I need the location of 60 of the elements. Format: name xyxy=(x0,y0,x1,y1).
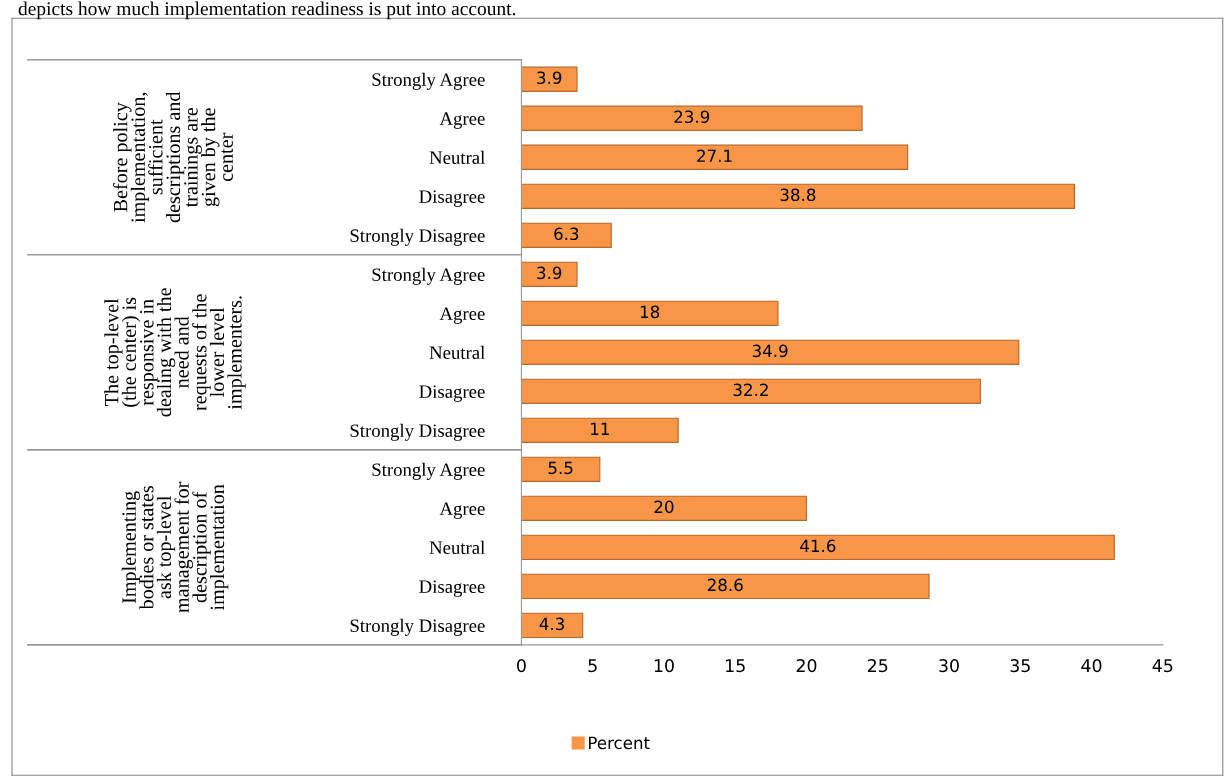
y-tick-label: Neutral xyxy=(429,540,485,555)
data-label: 6.3 xyxy=(554,227,579,241)
data-label: 34.9 xyxy=(752,344,788,358)
bar xyxy=(521,495,808,521)
data-label: 4.3 xyxy=(539,617,564,631)
data-label: 5.5 xyxy=(548,461,573,475)
data-label: 3.9 xyxy=(537,71,562,85)
bar xyxy=(521,261,578,287)
y-tick-label: Strongly Disagree xyxy=(350,423,485,441)
x-tick-label: 15 xyxy=(726,659,745,673)
bar xyxy=(521,417,679,443)
text: depicts how much implementation readiness is put into account. xyxy=(18,1,516,20)
bar xyxy=(521,456,601,482)
data-label: 28.6 xyxy=(707,578,743,592)
bar xyxy=(521,183,1075,209)
data-label: 27.1 xyxy=(697,149,732,162)
text: Implementing bodies or states ask top-level management for description of implementation xyxy=(121,481,229,613)
bar xyxy=(521,339,1020,365)
bar xyxy=(521,144,909,170)
y-tick-label: Strongly Agree xyxy=(372,72,485,90)
bar xyxy=(521,222,612,248)
x-tick-label: 10 xyxy=(654,659,674,673)
x-tick-label: 25 xyxy=(867,659,888,673)
bar xyxy=(521,66,578,92)
text: Before policy implementation, sufficient descriptions and trainings are given by the center xyxy=(112,91,233,223)
x-tick-label: 30 xyxy=(939,659,959,673)
data-label: 18 xyxy=(640,305,660,319)
y-tick-label: Disagree xyxy=(419,385,485,402)
data-label: 11 xyxy=(591,422,609,435)
y-tick-label: Agree xyxy=(439,307,485,324)
bar xyxy=(521,573,930,599)
text: The top-level (the center) is responsive in dealing with the need and requests of the lower level implementers. xyxy=(104,288,246,417)
data-label: 20 xyxy=(654,500,674,514)
x-tick-label: 0 xyxy=(517,659,526,673)
y-tick-label: Strongly Agree xyxy=(372,267,485,285)
data-label: 38.8 xyxy=(780,188,816,202)
x-tick-label: 45 xyxy=(1152,659,1173,673)
bar xyxy=(521,612,584,638)
legend-label: Percent xyxy=(589,736,650,750)
y-tick-label: Disagree xyxy=(419,580,485,597)
x-tick-label: 20 xyxy=(796,659,817,673)
y-tick-label: Neutral xyxy=(429,150,485,164)
y-tick-label: Disagree xyxy=(419,190,485,207)
bar xyxy=(521,378,981,404)
x-tick-label: 40 xyxy=(1081,659,1102,673)
y-tick-label: Agree xyxy=(439,112,485,129)
y-tick-label: Strongly Disagree xyxy=(350,228,485,246)
data-label: 23.9 xyxy=(674,110,710,124)
y-tick-label: Agree xyxy=(439,502,485,519)
bar xyxy=(521,105,863,131)
bar xyxy=(521,300,779,326)
data-label: 3.9 xyxy=(537,266,562,280)
bar xyxy=(521,534,1115,560)
y-tick-label: Strongly Disagree xyxy=(350,618,485,636)
y-tick-label: Neutral xyxy=(429,345,485,359)
x-tick-label: 35 xyxy=(1010,659,1030,673)
x-tick-label: 5 xyxy=(588,659,597,673)
data-label: 32.2 xyxy=(733,383,768,397)
data-label: 41.6 xyxy=(800,539,836,553)
y-tick-label: Strongly Agree xyxy=(372,462,485,480)
